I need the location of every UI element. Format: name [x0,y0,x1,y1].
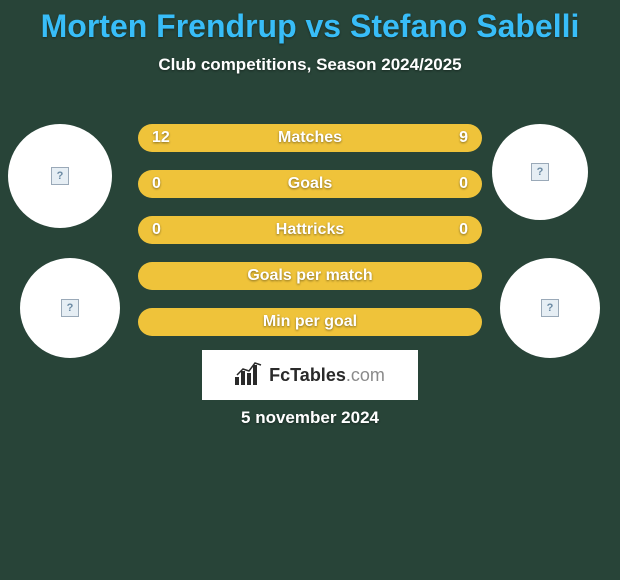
stat-bar: 0 Goals 0 [138,170,482,198]
stat-label: Goals [288,175,332,193]
stat-value-right: 0 [448,221,468,239]
image-placeholder-icon: ? [531,163,549,181]
stat-label: Min per goal [263,313,357,331]
stat-value-right: 0 [448,175,468,193]
stat-bar: 0 Hattricks 0 [138,216,482,244]
brand-name: FcTables [269,365,346,385]
image-placeholder-icon: ? [61,299,79,317]
stat-bars: 12 Matches 9 0 Goals 0 0 Hattricks 0 Goals per ma… [138,124,482,354]
bar-chart-icon [235,361,265,390]
stat-label: Goals per match [247,267,372,285]
stat-value-left: 12 [152,129,172,147]
image-placeholder-icon: ? [541,299,559,317]
avatar-circle-4: ? [500,258,600,358]
avatar-circle-2: ? [20,258,120,358]
brand-logo-box: FcTables.com [202,350,418,400]
brand-text: FcTables.com [269,365,385,386]
subtitle: Club competitions, Season 2024/2025 [0,55,620,75]
brand-tld: .com [346,365,385,385]
stat-value-left: 0 [152,175,172,193]
avatar-circle-1: ? [8,124,112,228]
stat-bar: 12 Matches 9 [138,124,482,152]
stat-label: Hattricks [276,221,344,239]
stat-value-left: 0 [152,221,172,239]
stat-bar: Goals per match [138,262,482,290]
page-title: Morten Frendrup vs Stefano Sabelli [0,0,620,45]
image-placeholder-icon: ? [51,167,69,185]
date-label: 5 november 2024 [0,408,620,428]
comparison-card: Morten Frendrup vs Stefano Sabelli Club … [0,0,620,580]
stat-bar: Min per goal [138,308,482,336]
avatar-circle-3: ? [492,124,588,220]
stat-value-right: 9 [448,129,468,147]
stat-label: Matches [278,129,342,147]
